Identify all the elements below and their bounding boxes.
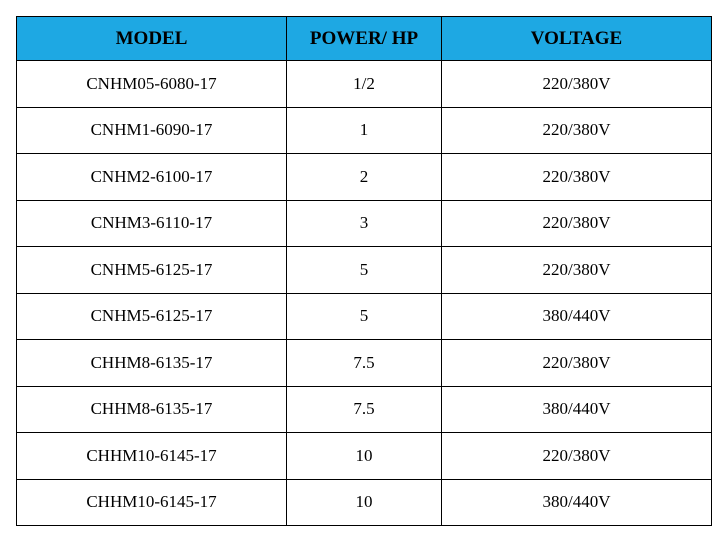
table-cell: 1 [286, 106, 442, 154]
table-row: CNHM05-6080-17 1/2 220/380V [16, 60, 712, 108]
table-cell: 5 [286, 246, 442, 294]
table-cell: 7.5 [286, 385, 442, 433]
table-row: CNHM3-6110-17 3 220/380V [16, 199, 712, 247]
table-cell: 380/440V [441, 292, 712, 340]
table-cell: 220/380V [441, 60, 712, 108]
table-cell: CNHM05-6080-17 [16, 60, 287, 108]
table-cell: 380/440V [441, 385, 712, 433]
table-row: CNHM2-6100-17 2 220/380V [16, 153, 712, 201]
table-row: CNHM1-6090-17 1 220/380V [16, 106, 712, 154]
spec-table: MODEL POWER/ HP VOLTAGE CNHM05-6080-17 1/2 2… [16, 16, 712, 526]
header-cell: MODEL [16, 16, 287, 61]
table-cell: 3 [286, 199, 442, 247]
table-cell: CNHM5-6125-17 [16, 292, 287, 340]
table-cell: 2 [286, 153, 442, 201]
table-cell: 7.5 [286, 339, 442, 387]
header-cell: VOLTAGE [441, 16, 712, 61]
table-cell: 220/380V [441, 246, 712, 294]
table-cell: CHHM8-6135-17 [16, 385, 287, 433]
table-cell: 10 [286, 478, 442, 526]
header-cell: POWER/ HP [286, 16, 442, 61]
table-row: CHHM10-6145-17 10 380/440V [16, 478, 712, 526]
table-row: CHHM8-6135-17 7.5 220/380V [16, 339, 712, 387]
table-cell: 380/440V [441, 478, 712, 526]
table-cell: 220/380V [441, 432, 712, 480]
table-cell: 220/380V [441, 199, 712, 247]
table-row: CNHM5-6125-17 5 220/380V [16, 246, 712, 294]
table-cell: CHHM10-6145-17 [16, 432, 287, 480]
table-cell: 1/2 [286, 60, 442, 108]
table-cell: 10 [286, 432, 442, 480]
header-row: MODEL POWER/ HP VOLTAGE [16, 16, 712, 61]
table-cell: 5 [286, 292, 442, 340]
table-row: CHHM8-6135-17 7.5 380/440V [16, 385, 712, 433]
table-cell: 220/380V [441, 106, 712, 154]
table-cell: CNHM3-6110-17 [16, 199, 287, 247]
table-cell: 220/380V [441, 153, 712, 201]
table-cell: CHHM10-6145-17 [16, 478, 287, 526]
table-cell: CNHM5-6125-17 [16, 246, 287, 294]
table-cell: CNHM2-6100-17 [16, 153, 287, 201]
table-row: CHHM10-6145-17 10 220/380V [16, 432, 712, 480]
table-row: CNHM5-6125-17 5 380/440V [16, 292, 712, 340]
table-cell: CNHM1-6090-17 [16, 106, 287, 154]
table-cell: CHHM8-6135-17 [16, 339, 287, 387]
table-cell: 220/380V [441, 339, 712, 387]
